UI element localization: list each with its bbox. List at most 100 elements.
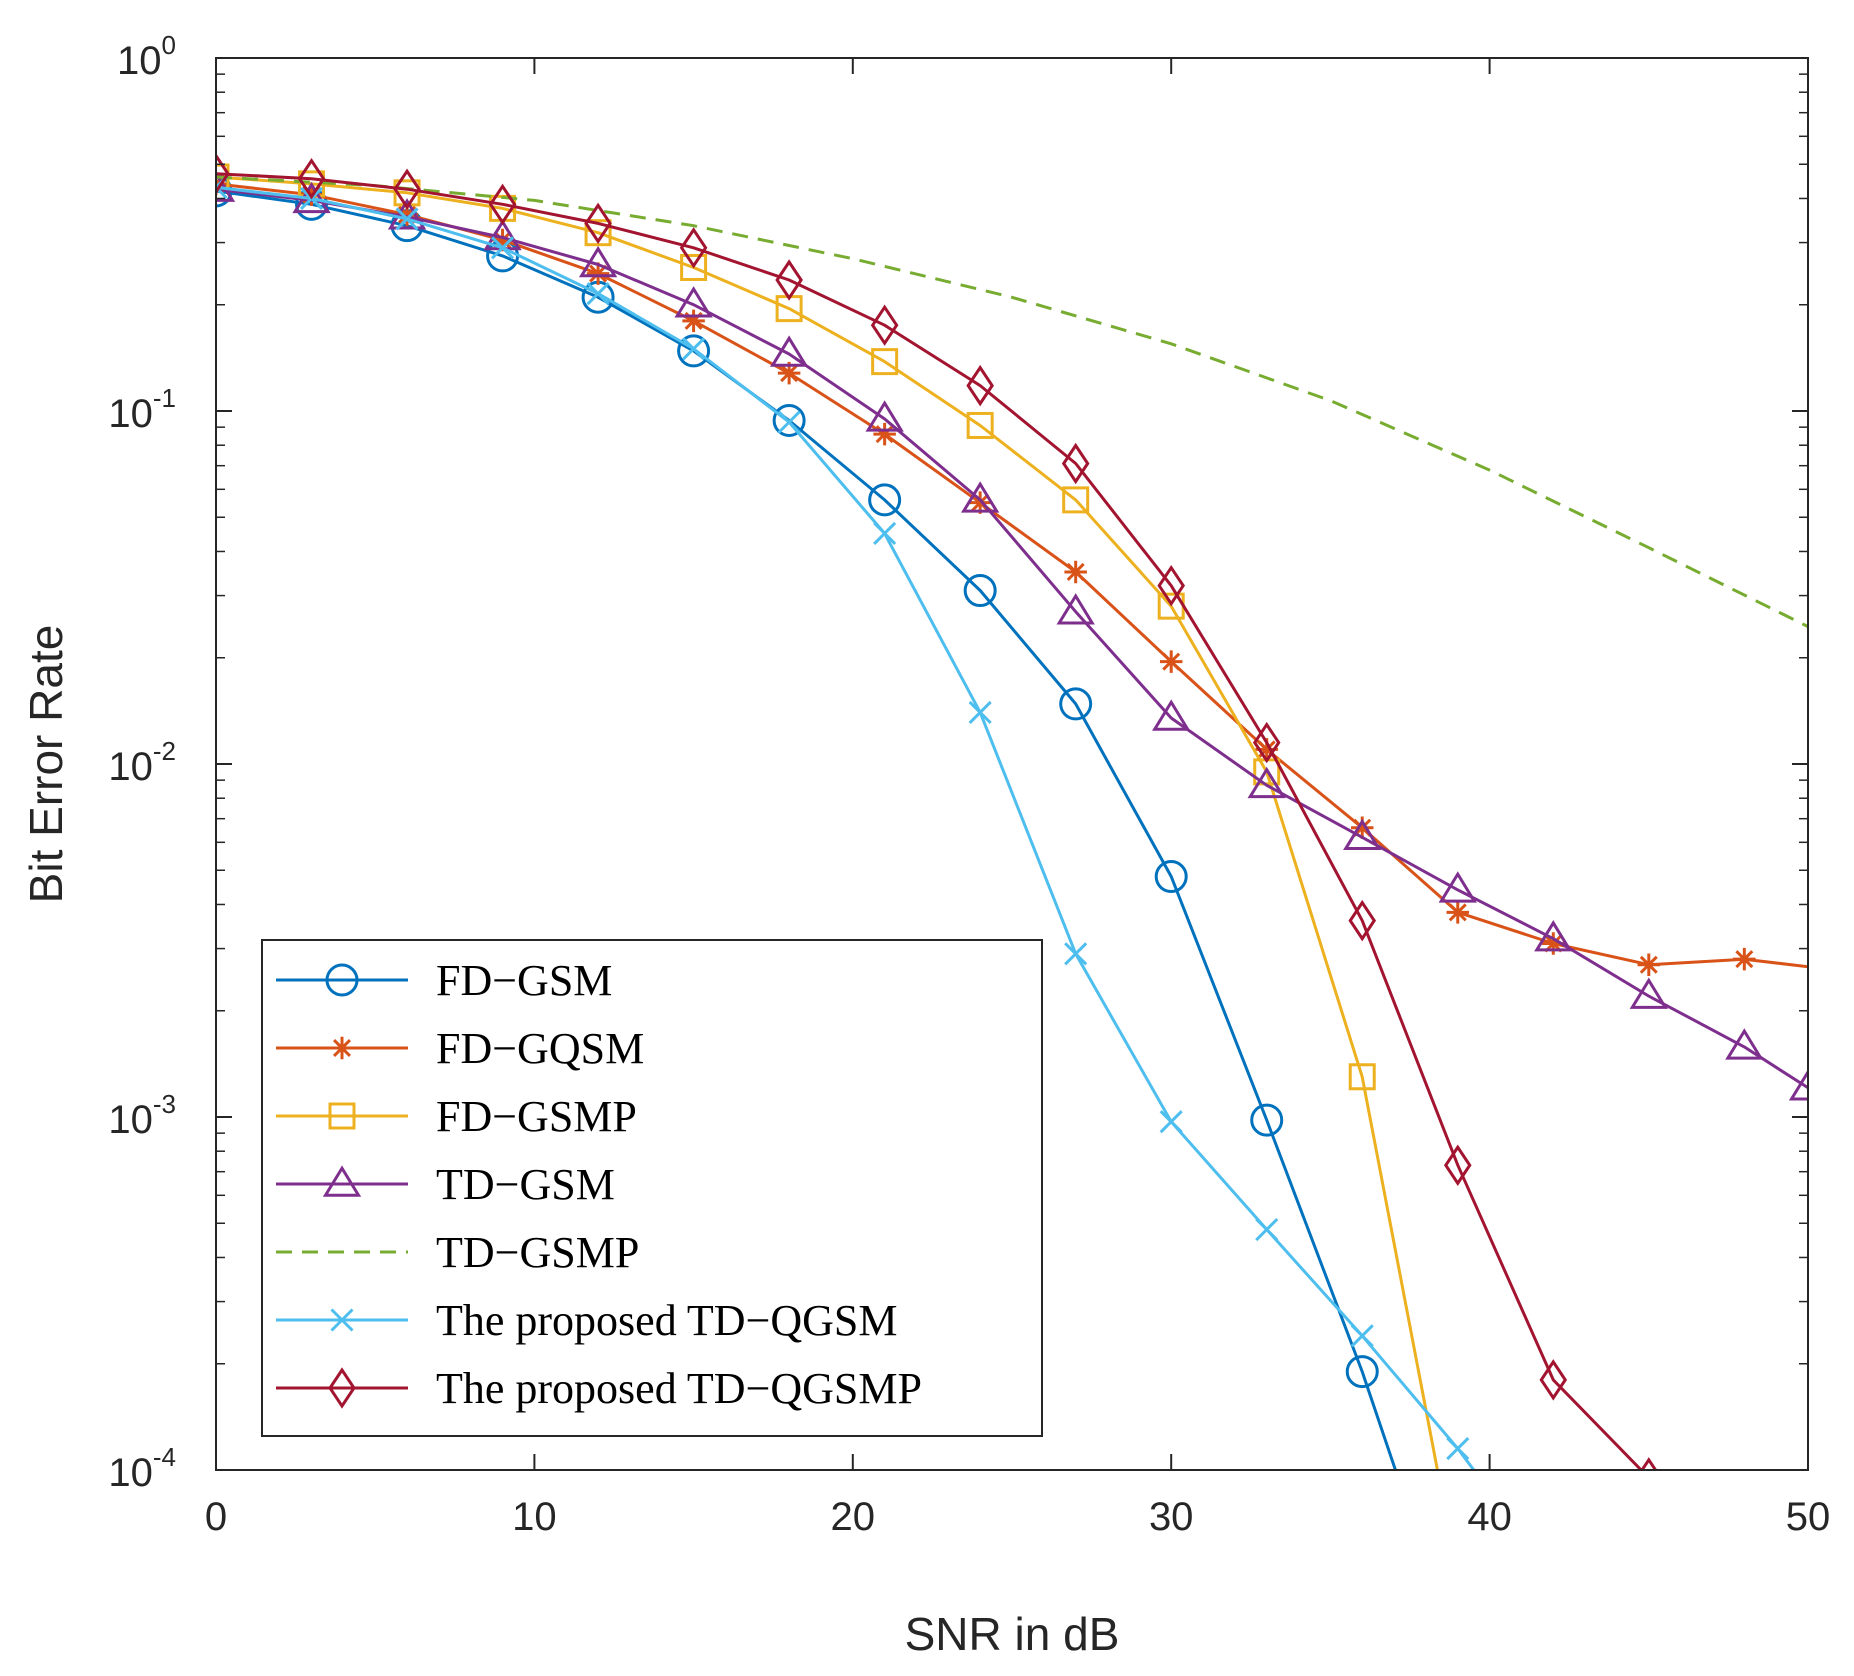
data-point [490, 236, 515, 260]
data-point [960, 481, 1000, 513]
data-point [393, 168, 421, 210]
data-point [1350, 816, 1374, 839]
data-point [1152, 699, 1191, 731]
series-5 [216, 175, 1808, 628]
series-line [216, 189, 1398, 1470]
axes-layer: 0 10 20 30 40 50 100 10-1 10-2 10-3 10-4 [108, 30, 1830, 1539]
x-tick-label: 10 [512, 1495, 557, 1539]
data-point [963, 574, 997, 608]
data-point [1725, 1028, 1764, 1060]
y-tick-label: 10-1 [108, 383, 176, 436]
legend-label: TD−GSMP [436, 1228, 639, 1277]
data-point [873, 521, 897, 545]
legend-label: The proposed TD−QGSM [436, 1296, 898, 1345]
data-point [488, 183, 517, 226]
data-point [682, 309, 705, 333]
data-point [1061, 442, 1090, 485]
data-point [1443, 1640, 1473, 1670]
data-point [491, 228, 514, 252]
data-point [586, 282, 610, 306]
data-point [586, 262, 610, 285]
legend-label: FD−GSM [436, 956, 612, 1005]
data-point [680, 253, 708, 281]
data-point [1157, 564, 1186, 607]
data-point [1446, 901, 1470, 924]
data-point [1255, 1217, 1279, 1242]
data-point [968, 491, 992, 514]
data-point [1247, 766, 1286, 799]
data-point [387, 198, 427, 230]
data-point [1542, 932, 1565, 955]
data-point [1348, 1063, 1376, 1091]
data-point [1345, 1355, 1379, 1389]
data-point [1064, 942, 1088, 966]
legend-item: The proposed TD−QGSM [276, 1296, 898, 1345]
series-6 [216, 175, 1476, 1470]
data-point [578, 245, 618, 278]
data-point [677, 334, 711, 368]
data-point [966, 411, 994, 439]
legend-item: FD−GQSM [276, 1024, 644, 1073]
data-point [1154, 860, 1188, 894]
x-tick-label: 30 [1149, 1495, 1194, 1539]
data-point [1637, 953, 1661, 976]
data-point [777, 361, 801, 385]
data-point [870, 304, 899, 346]
series-line [216, 175, 1808, 628]
data-point [1159, 650, 1183, 673]
data-point [1255, 738, 1278, 761]
legend-marker [322, 1165, 362, 1197]
data-point [1446, 1564, 1470, 1588]
data-point [1438, 871, 1477, 903]
y-tick-label: 10-3 [108, 1089, 176, 1142]
data-point [1788, 1069, 1808, 1101]
data-point [584, 202, 612, 245]
data-point [873, 422, 896, 446]
data-point [871, 348, 899, 376]
data-point [966, 364, 994, 407]
legend-marker [330, 1036, 354, 1060]
data-point [772, 403, 806, 437]
legend-marker [325, 963, 359, 997]
y-tick-label: 10-2 [108, 736, 176, 789]
data-point [297, 158, 326, 200]
data-point [1252, 721, 1281, 764]
legend-item: TD−GSMP [276, 1228, 639, 1277]
data-point [584, 219, 612, 247]
y-tick-label: 100 [117, 30, 176, 83]
series-3 [216, 163, 1470, 1588]
data-point [775, 259, 803, 301]
x-axis-label: SNR in dB [905, 1608, 1120, 1660]
legend-label: FD−GSMP [436, 1092, 637, 1141]
legend-marker [328, 1367, 356, 1409]
data-point [968, 700, 992, 724]
legend: FD−GSM FD−GQSM FD−GSMP TD−GSM TD−GSMP The pro… [261, 939, 1043, 1437]
legend-label: The proposed TD−QGSMP [436, 1364, 922, 1413]
x-tick-label: 40 [1467, 1495, 1512, 1539]
data-point [1733, 947, 1756, 971]
x-tick-label: 20 [831, 1495, 876, 1539]
data-point [1064, 560, 1087, 584]
data-point [1350, 1324, 1374, 1348]
legend-label: FD−GQSM [436, 1024, 644, 1073]
legend-item: FD−GSMP [276, 1092, 637, 1141]
data-point [1059, 687, 1093, 721]
data-point [1534, 920, 1573, 952]
series-7 [216, 153, 1658, 1470]
legend-item: The proposed TD−QGSMP [276, 1364, 922, 1413]
data-point [1056, 593, 1095, 625]
data-point [777, 410, 801, 434]
series-line [216, 175, 1439, 1470]
data-point [674, 286, 713, 318]
data-point [1159, 1110, 1183, 1134]
data-point [865, 400, 904, 432]
data-point [1250, 1103, 1284, 1137]
legend-marker [330, 1308, 354, 1332]
data-point [395, 207, 419, 231]
data-point [1443, 1144, 1472, 1186]
legend-marker [328, 1102, 356, 1130]
data-point [1343, 818, 1382, 851]
data-point [1539, 1359, 1568, 1401]
